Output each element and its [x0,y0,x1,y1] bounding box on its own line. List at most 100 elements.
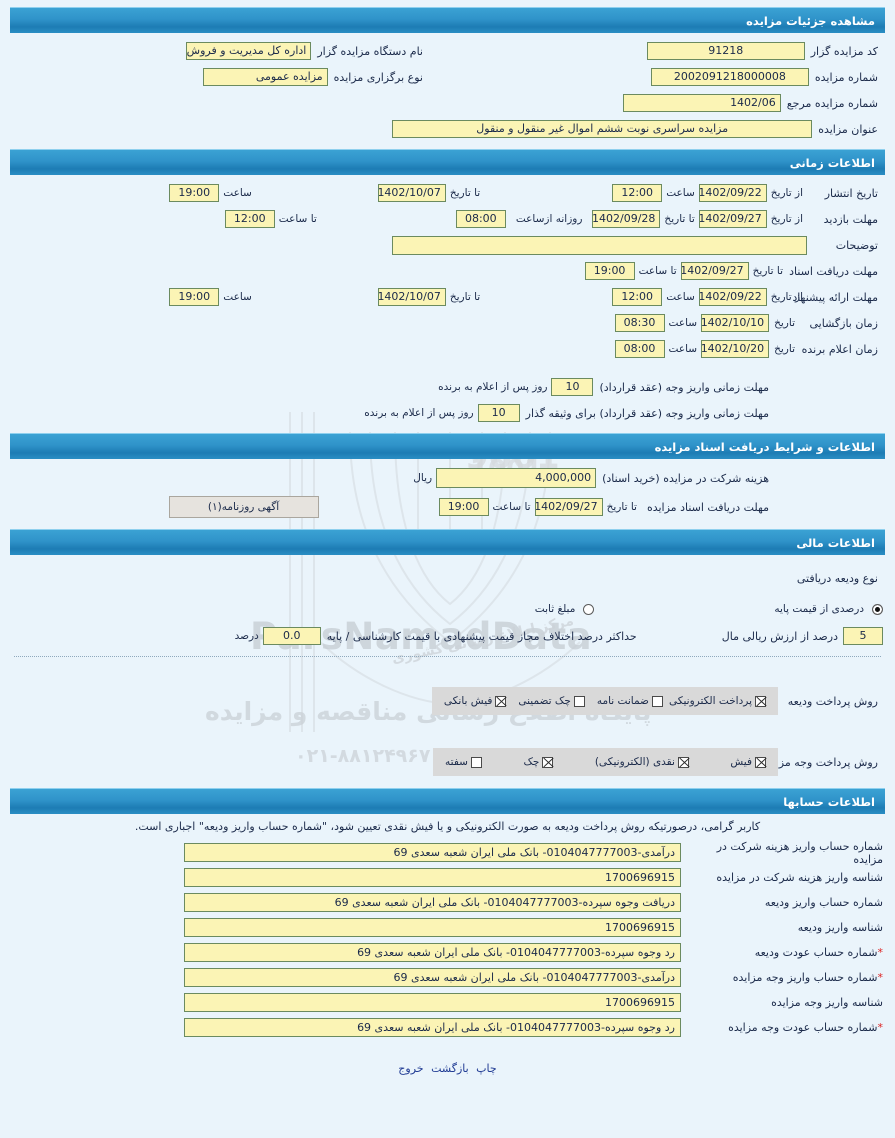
checkbox-guarantee-letter[interactable] [651,695,663,707]
docs-to-time[interactable]: 19:00 [584,262,635,280]
offer-to-time-label: ساعت [223,291,252,303]
max-diff-unit: درصد [234,630,259,642]
row-deposit-payment-method: روش پرداخت ودیعه پرداخت الکترونیکی ضمانت… [8,683,887,719]
back-link[interactable]: بازگشت [431,1062,469,1075]
checkbox-cheque[interactable] [542,756,554,768]
auction-payment-method-label: روش پرداخت وجه مزایده [761,755,878,769]
visit-daily-from[interactable]: 08:00 [455,210,506,228]
receipt-label: فیش [730,756,752,768]
table-row: شماره حساب واریز هزینه شرکت در مزایده در… [8,840,887,866]
section-header-docs: اطلاعات و شرایط دریافت اسناد مزایده [10,433,885,459]
checkbox-cash-electronic[interactable] [677,756,689,768]
auctioneer-code-value[interactable]: 91218 [646,42,805,60]
account-value[interactable]: درآمدی-0104047777003- بانک ملی ایران شعب… [184,968,681,987]
auction-type-value[interactable]: مزایده عمومی [202,68,328,86]
checkbox-electronic-payment[interactable] [755,695,766,707]
divider [14,656,881,657]
offer-from-time[interactable]: 12:00 [612,288,663,306]
winner-date[interactable]: 1402/10/20 [701,340,770,358]
docs-to-label: تا تاریخ [752,265,783,277]
details-block: کد مزایده گزار 91218 نام دستگاه مزایده گ… [8,33,887,149]
account-label: *شماره حساب واریز وجه مزایده [732,971,884,984]
offer-deadline-label: مهلت ارائه پیشنهاد [792,290,878,304]
offer-to-date[interactable]: 1402/10/07 [377,288,446,306]
checkbox-guaranteed-cheque[interactable] [573,695,585,707]
accounts-block: شماره حساب واریز هزینه شرکت در مزایده در… [8,840,887,1040]
payment-deadline-label: مهلت زمانی واریز وجه (عقد قرارداد) [599,380,769,394]
account-value[interactable]: دریافت وجوه سپرده-0104047777003- بانک مل… [184,893,681,912]
guaranteed-cheque-label: چک تضمینی [518,695,571,707]
auctioneer-org-label: نام دستگاه مزایده گزار [317,44,423,58]
auction-title-value[interactable]: مزایده سراسری نوبت ششم اموال غیر منقول و… [392,120,813,138]
auction-ref-label: شماره مزایده مرجع [786,96,878,110]
offer-from-date[interactable]: 1402/09/22 [698,288,767,306]
radio-fixed-amount[interactable] [583,603,595,615]
checkbox-bank-receipt[interactable] [495,695,507,707]
cheque-label: چک [523,756,540,768]
deposit-payment-method-label: روش پرداخت ودیعه [787,694,878,708]
publish-from-date[interactable]: 1402/09/22 [698,184,767,202]
account-label: شناسه واریز وجه مزایده [771,996,883,1009]
auction-number-value[interactable]: 2002091218000008 [650,68,809,86]
participation-cost-unit: ریال [413,472,433,484]
deposit-payment-options: پرداخت الکترونیکی ضمانت نامه چک تضمینی ف… [431,687,778,715]
publish-from-time[interactable]: 12:00 [612,184,663,202]
print-link[interactable]: چاپ [476,1062,497,1075]
fixed-amount-label: مبلغ ثابت [534,603,576,615]
publish-to-date[interactable]: 1402/10/07 [377,184,446,202]
visit-to-label: تا تاریخ [664,213,695,225]
winner-date-label: تاریخ [774,343,795,355]
row-auction-number: شماره مزایده 2002091218000008 نوع برگزار… [8,64,887,90]
docs-receive-date[interactable]: 1402/09/27 [534,498,603,516]
max-diff-value[interactable]: 0.0 [262,627,321,645]
auctioneer-org-value[interactable]: اداره کل مدیریت و فروش اموال [186,42,312,60]
deposit-type-label: نوع ودیعه دریافتی [796,571,878,585]
participation-cost-value[interactable]: 4,000,000 [436,468,597,488]
visit-to-date[interactable]: 1402/09/28 [592,210,661,228]
descriptions-value[interactable] [392,235,807,255]
offer-to-time[interactable]: 19:00 [169,288,220,306]
required-asterisk: * [877,1021,884,1034]
account-value[interactable]: رد وجوه سپرده-0104047777003- بانک ملی ای… [184,943,681,962]
visit-from-date[interactable]: 1402/09/27 [698,210,767,228]
winner-time[interactable]: 08:00 [614,340,665,358]
account-value[interactable]: 1700696915 [184,868,681,887]
required-asterisk: * [877,946,884,959]
section-header-time: اطلاعات زمانی [10,149,885,175]
row-docs-receive-deadline: مهلت دریافت اسناد مزایده تا تاریخ 1402/0… [8,492,887,522]
exit-link[interactable]: خروج [398,1062,424,1075]
account-value[interactable]: رد وجوه سپرده-0104047777003- بانک ملی ای… [184,1018,681,1037]
table-row: شناسه واریز هزینه شرکت در مزایده 1700696… [8,865,887,890]
percent-value[interactable]: 5 [843,627,883,645]
row-percent-value: 5 درصد از ارزش ریالی مال حداکثر درصد اخت… [8,622,887,650]
opening-time[interactable]: 08:30 [614,314,665,332]
required-asterisk: * [877,971,884,984]
winner-hour-label: ساعت [668,343,698,355]
descriptions-label: توضیحات [835,238,878,252]
checkbox-receipt[interactable] [755,756,766,768]
row-participation-cost: هزینه شرکت در مزایده (خرید اسناد) 4,000,… [8,464,887,492]
auction-ref-value[interactable]: 1402/06 [622,94,781,112]
docs-time-label: تا ساعت [638,265,677,277]
electronic-payment-label: پرداخت الکترونیکی [668,695,752,707]
docs-to-date[interactable]: 1402/09/27 [680,262,749,280]
row-auction-ref: شماره مزایده مرجع 1402/06 [8,90,887,116]
visit-daily-to[interactable]: 12:00 [224,210,275,228]
publish-to-time[interactable]: 19:00 [169,184,220,202]
radio-percent-of-base[interactable] [872,603,883,615]
account-value[interactable]: 1700696915 [184,918,681,937]
percent-of-base-label: درصدی از قیمت پایه [774,603,864,615]
account-value[interactable]: درآمدی-0104047777003- بانک ملی ایران شعب… [184,843,681,862]
auction-type-label: نوع برگزاری مزایده [333,70,423,84]
newspaper-notice-button[interactable]: آگهی روزنامه(۱) [168,496,319,518]
checkbox-promissory-note[interactable] [470,756,482,768]
payment-deadline-days[interactable]: 10 [551,378,594,396]
opening-date[interactable]: 1402/10/10 [701,314,770,332]
guarantee-letter-label: ضمانت نامه [596,695,649,707]
opening-date-label: تاریخ [774,317,795,329]
docs-receive-time[interactable]: 19:00 [438,498,489,516]
account-value[interactable]: 1700696915 [184,993,681,1012]
payment-deadline-collateral-days[interactable]: 10 [477,404,520,422]
financial-block: نوع ودیعه دریافتی درصدی از قیمت پایه مبل… [8,555,887,788]
account-label: شماره حساب واریز ودیعه [764,896,883,909]
